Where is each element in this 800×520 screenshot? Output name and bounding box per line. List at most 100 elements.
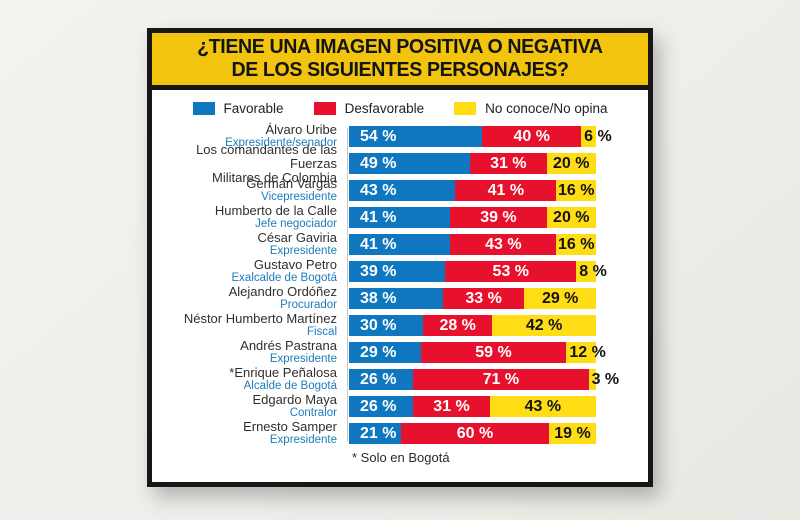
- favorable-value-label: 41 %: [360, 235, 397, 253]
- no-conoce-value-label: 20 %: [553, 154, 590, 172]
- no-conoce-segment: 3 %: [588, 369, 619, 390]
- stacked-bar: 29 % 59 % 12 %: [349, 342, 606, 363]
- desfavorable-value-label: 31 %: [433, 397, 470, 415]
- chart-row: Germán Vargas Vicepresidente 43 % 41 % 16 %: [152, 177, 648, 203]
- person-name: Humberto de la Calle: [214, 203, 337, 218]
- favorable-value-label: 29 %: [360, 343, 397, 361]
- row-label: *Enrique Peñalosa Alcalde de Bogotá: [152, 366, 347, 393]
- desfavorable-value-label: 71 %: [482, 370, 520, 388]
- chart-row: Álvaro Uribe Expresidente/senador 54 % 40 %…: [152, 123, 648, 150]
- person-role: Expresidente: [269, 353, 337, 365]
- chart-row: Néstor Humberto Martínez Fiscal 30 % 28 % 42…: [152, 312, 648, 338]
- desfavorable-value-label: 39 %: [480, 208, 517, 226]
- desfavorable-value-label: 53 %: [492, 262, 530, 280]
- favorable-value-label: 26 %: [360, 370, 397, 388]
- favorable-value-label: 39 %: [360, 262, 397, 280]
- favorable-value-label: 43 %: [360, 181, 397, 199]
- favorable-segment: 43 %: [349, 180, 456, 201]
- no-conoce-value-label: 8 %: [579, 262, 607, 280]
- chart-footnote: * Solo en Bogotá: [352, 450, 450, 465]
- desfavorable-segment: 71 %: [413, 369, 589, 390]
- desfavorable-value-label: 60 %: [456, 424, 494, 442]
- row-label: Edgardo Maya Contralor: [152, 393, 347, 420]
- no-conoce-value-label: 42 %: [525, 316, 563, 334]
- desfavorable-value-label: 41 %: [487, 181, 525, 199]
- stacked-bar: 39 % 53 % 8 %: [349, 261, 607, 282]
- desfavorable-segment: 41 %: [455, 180, 557, 201]
- person-role: Jefe negociador: [255, 218, 337, 230]
- chart-row: *Enrique Peñalosa Alcalde de Bogotá 26 % 71…: [152, 366, 648, 393]
- legend: Favorable Desfavorable No conoce/No opina: [152, 90, 648, 125]
- chart-row: Andrés Pastrana Expresidente 29 % 59 % 12 %: [152, 339, 648, 366]
- desfavorable-segment: 53 %: [445, 261, 577, 282]
- row-label: Ernesto Samper Expresidente: [152, 420, 347, 447]
- person-name: Edgardo Maya: [252, 392, 337, 407]
- no-conoce-segment: 8 %: [576, 261, 607, 282]
- favorable-segment: 49 %: [349, 153, 471, 174]
- no-conoce-value-label: 6 %: [584, 127, 612, 145]
- favorable-segment: 41 %: [349, 207, 451, 228]
- favorable-segment: 38 %: [349, 288, 443, 309]
- no-conoce-segment: 29 %: [524, 288, 596, 309]
- person-role: Expresidente: [269, 434, 337, 446]
- no-conoce-segment: 12 %: [566, 342, 606, 363]
- no-conoce-value-label: 16 %: [557, 181, 595, 199]
- desfavorable-segment: 31 %: [413, 396, 490, 417]
- desfavorable-segment: 28 %: [423, 315, 493, 336]
- person-name: Ernesto Samper: [243, 419, 337, 434]
- legend-swatch: [313, 102, 336, 115]
- no-conoce-segment: 20 %: [546, 153, 596, 174]
- desfavorable-segment: 31 %: [470, 153, 547, 174]
- chart-row: Edgardo Maya Contralor 26 % 31 % 43 %: [152, 393, 648, 420]
- chart-title-line1: ¿TIENE UNA IMAGEN POSITIVA O NEGATIVA: [197, 36, 603, 58]
- person-role: Exalcalde de Bogotá: [231, 272, 338, 284]
- stacked-bar: 54 % 40 % 6 %: [349, 126, 612, 147]
- stacked-bar: 41 % 43 % 16 %: [349, 234, 596, 255]
- row-label: César Gaviria Expresidente: [152, 231, 347, 258]
- desfavorable-value-label: 28 %: [439, 316, 476, 334]
- no-conoce-value-label: 20 %: [553, 208, 590, 226]
- row-label: Andrés Pastrana Expresidente: [152, 339, 347, 366]
- desfavorable-value-label: 31 %: [490, 154, 527, 172]
- stacked-bar-chart: Álvaro Uribe Expresidente/senador 54 % 40 %…: [152, 123, 648, 447]
- chart-row: César Gaviria Expresidente 41 % 43 % 16 %: [152, 231, 648, 258]
- favorable-segment: 21 %: [349, 423, 401, 444]
- chart-row: Los comandantes de las Fuerzas Militares…: [152, 142, 648, 184]
- favorable-segment: 30 %: [349, 315, 424, 336]
- no-conoce-segment: 42 %: [492, 315, 596, 336]
- desfavorable-value-label: 59 %: [475, 343, 512, 361]
- no-conoce-segment: 16 %: [556, 234, 596, 255]
- desfavorable-value-label: 33 %: [465, 289, 502, 307]
- legend-label: No conoce/No opina: [485, 101, 608, 116]
- person-name: César Gaviria: [257, 230, 337, 245]
- chart-row: Gustavo Petro Exalcalde de Bogotá 39 % 53 %…: [152, 258, 648, 285]
- no-conoce-segment: 6 %: [581, 126, 612, 147]
- legend-swatch: [454, 102, 477, 115]
- stacked-bar: 26 % 31 % 43 %: [349, 396, 596, 417]
- chart-body: Favorable Desfavorable No conoce/No opina …: [152, 90, 648, 465]
- no-conoce-value-label: 3 %: [591, 370, 620, 388]
- no-conoce-value-label: 19 %: [554, 424, 591, 442]
- row-label: Los comandantes de las Fuerzas Militares…: [152, 142, 347, 185]
- desfavorable-segment: 40 %: [482, 126, 582, 147]
- desfavorable-segment: 60 %: [400, 423, 550, 444]
- person-role: Alcalde de Bogotá: [243, 380, 337, 392]
- person-name: Alejandro Ordóñez: [228, 284, 337, 299]
- legend-label: Desfavorable: [344, 101, 425, 116]
- desfavorable-value-label: 43 %: [485, 235, 522, 253]
- favorable-value-label: 49 %: [360, 154, 397, 172]
- no-conoce-segment: 19 %: [549, 423, 596, 444]
- legend-item: No conoce/No opina: [454, 101, 607, 116]
- favorable-value-label: 41 %: [360, 208, 397, 226]
- stacked-bar: 38 % 33 % 29 %: [349, 288, 596, 309]
- favorable-value-label: 21 %: [360, 424, 397, 442]
- desfavorable-segment: 43 %: [450, 234, 557, 255]
- no-conoce-segment: 20 %: [546, 207, 596, 228]
- row-label: Humberto de la Calle Jefe negociador: [152, 204, 347, 231]
- no-conoce-value-label: 16 %: [557, 235, 595, 253]
- legend-swatch: [192, 102, 215, 115]
- favorable-value-label: 38 %: [360, 289, 397, 307]
- person-name: *Enrique Peñalosa: [229, 365, 337, 380]
- desfavorable-segment: 39 %: [450, 207, 547, 228]
